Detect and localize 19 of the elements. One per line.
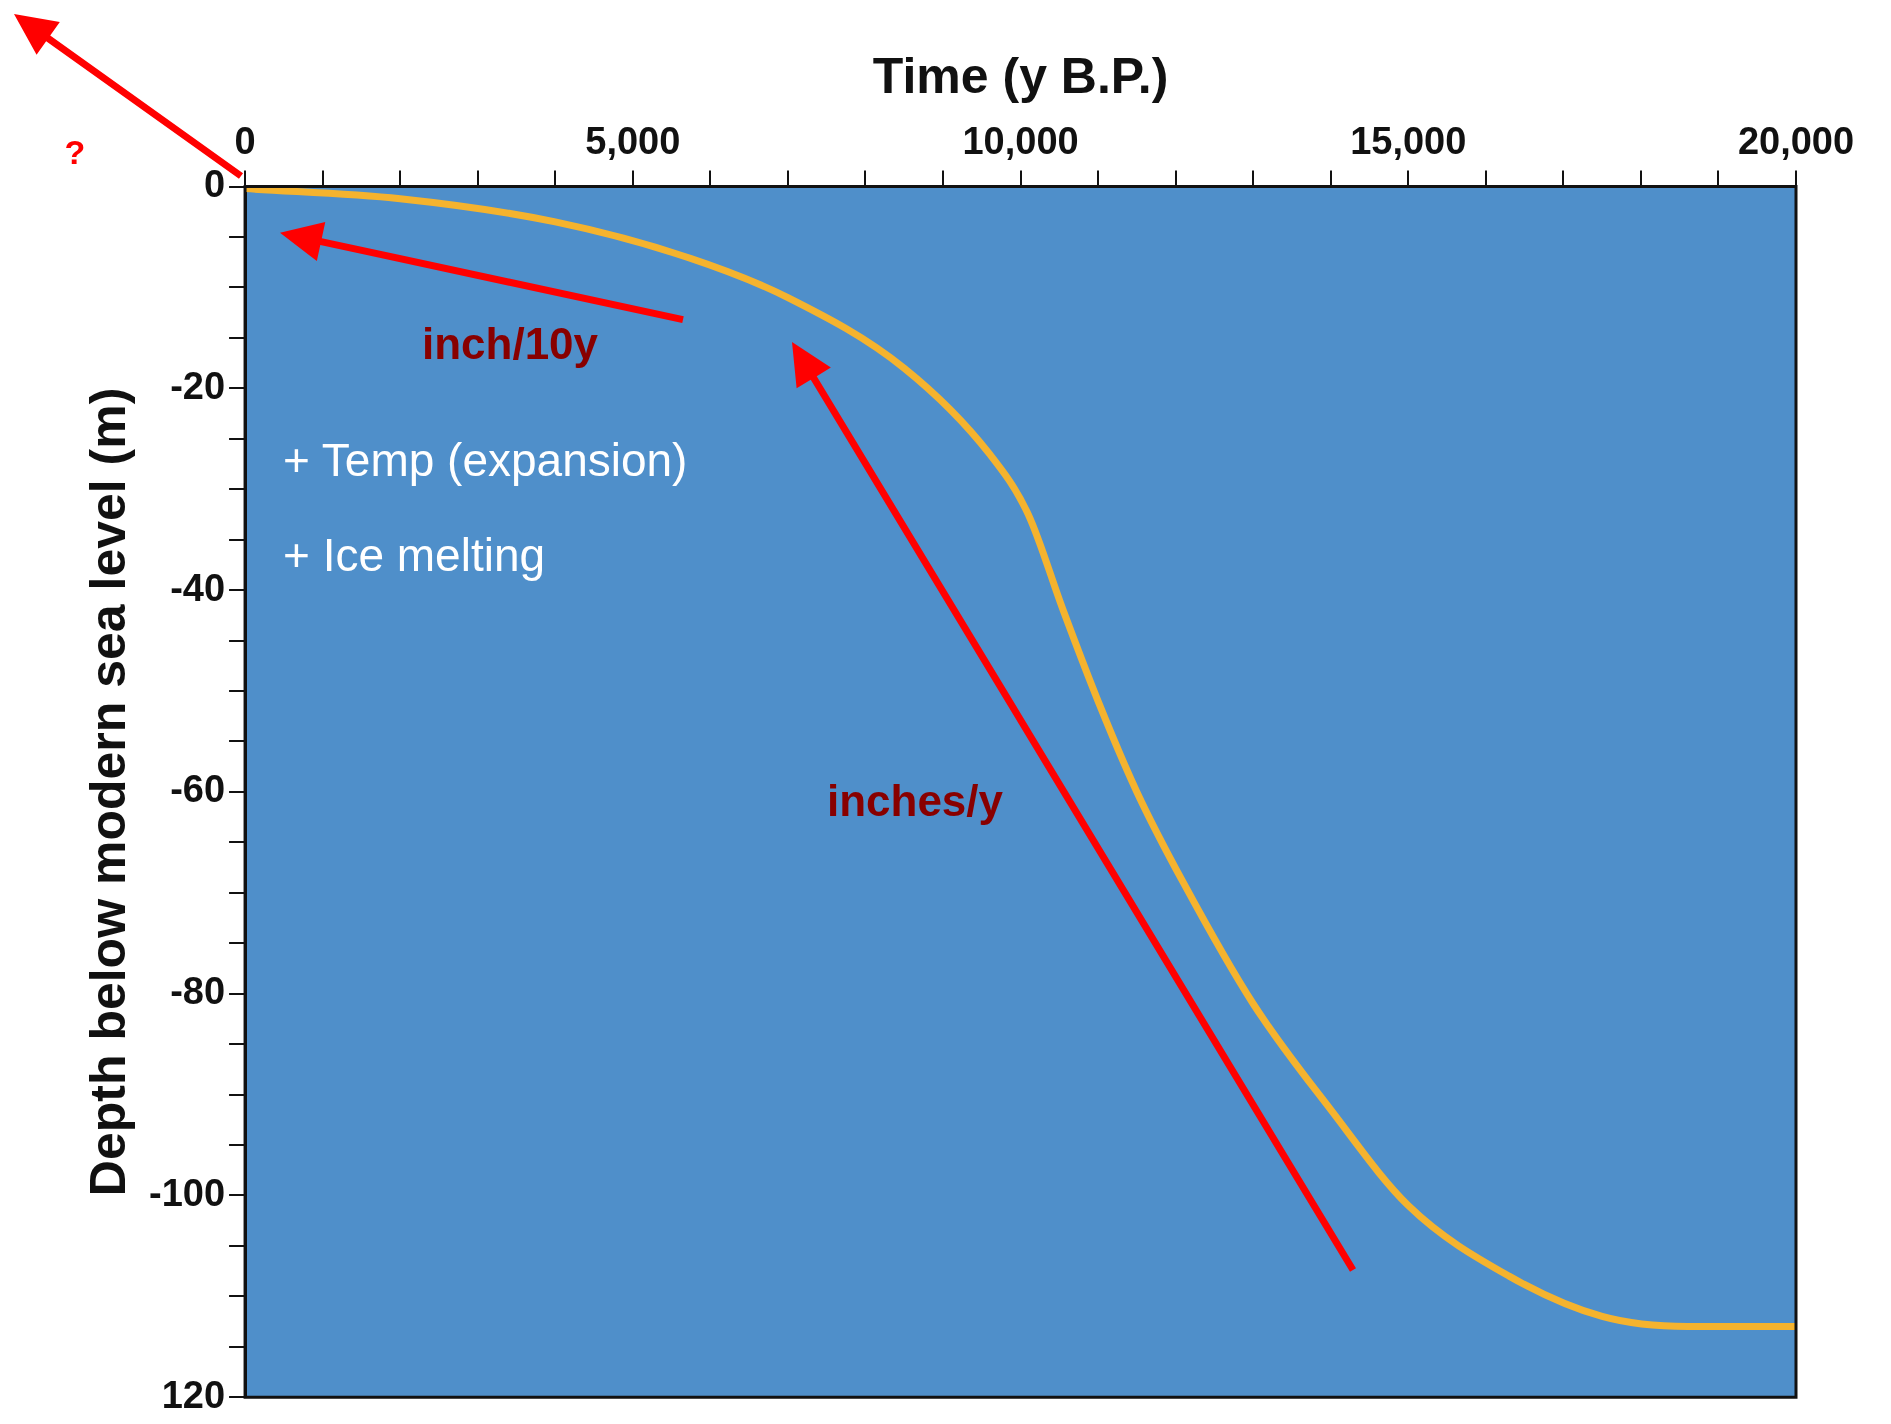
y-tick-label: 120 bbox=[161, 1373, 226, 1416]
x-tick-label: 5,000 bbox=[585, 120, 681, 163]
y-tick-label: -80 bbox=[170, 970, 226, 1013]
x-tick-label: 10,000 bbox=[962, 120, 1079, 163]
x-axis-title: Time (y B.P.) bbox=[872, 47, 1169, 104]
y-tick-label: -20 bbox=[170, 364, 226, 407]
annotation: inches/y bbox=[826, 776, 1004, 826]
y-tick-label: -40 bbox=[170, 566, 226, 609]
text: ? bbox=[64, 133, 86, 172]
y-tick-label: 0 bbox=[203, 163, 226, 206]
y-axis-title: Depth below modern sea level (m) bbox=[79, 387, 136, 1197]
annotation: + Ice melting bbox=[283, 528, 546, 581]
y-tick-label: -60 bbox=[170, 768, 226, 811]
annotation: inch/10y bbox=[421, 319, 599, 369]
x-tick-label: 0 bbox=[234, 120, 256, 163]
x-tick-label: 20,000 bbox=[1737, 120, 1855, 163]
annotation: + Temp (expansion) bbox=[283, 433, 688, 486]
x-tick-label: 15,000 bbox=[1350, 120, 1467, 163]
y-tick-label: -100 bbox=[148, 1171, 226, 1214]
